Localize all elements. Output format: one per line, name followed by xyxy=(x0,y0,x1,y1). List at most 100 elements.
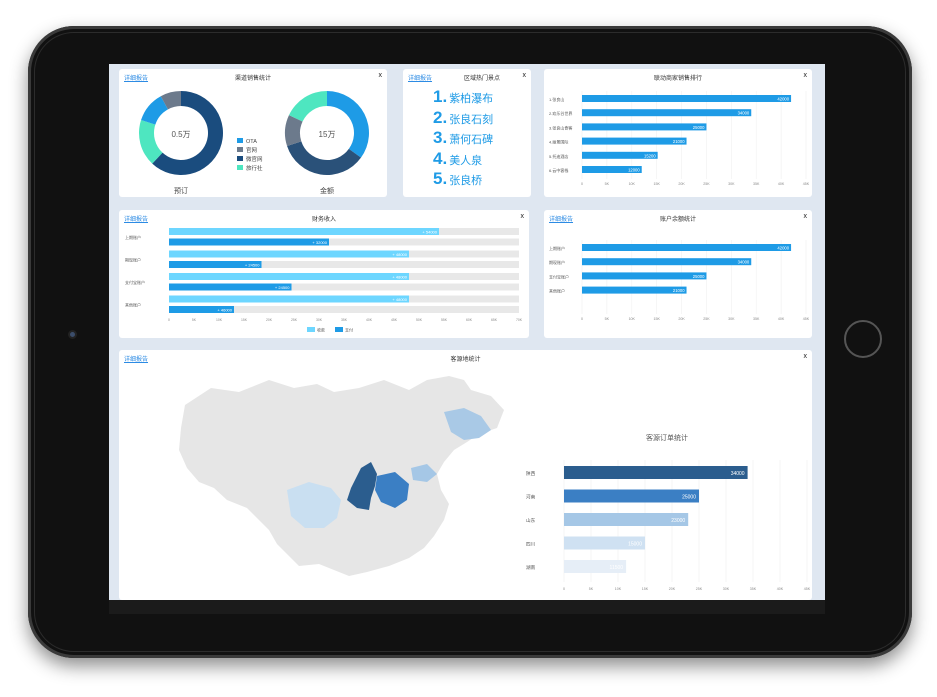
bar[interactable] xyxy=(564,466,748,479)
legend-label: 旅行社 xyxy=(246,164,263,172)
x-tick-label: 20K xyxy=(266,318,273,322)
bar[interactable] xyxy=(582,272,707,280)
bar-value-label: 25000 xyxy=(693,274,705,279)
close-button[interactable]: x xyxy=(520,213,525,220)
x-tick-label: 70K xyxy=(516,318,523,322)
finance-bar-chart: 0 5K 10K 15K 20K 25K 30K 35K 40K 45K 50K 55K 60K 65K 7… xyxy=(125,228,523,333)
donut2-slice[interactable] xyxy=(288,91,327,122)
bar[interactable] xyxy=(169,238,329,246)
detail-report-link[interactable]: 详细报告 xyxy=(408,76,433,82)
donut2-slice[interactable] xyxy=(285,115,303,146)
bar[interactable] xyxy=(582,151,658,159)
bar[interactable] xyxy=(169,250,409,258)
bar-track xyxy=(169,283,519,291)
x-tick-label: 35K xyxy=(341,318,348,322)
finance-income-panel: 详细报告 财务收入 x 0 5K 10K 15K 20K 25K 30K 35K 40K 45K 5… xyxy=(119,210,529,338)
category-label: 2.欢乐谷世界 xyxy=(549,110,572,116)
close-button[interactable]: x xyxy=(522,72,527,79)
x-tick-label: 40K xyxy=(778,317,785,321)
x-tick-label: 35K xyxy=(753,317,760,321)
x-tick-label: 25K xyxy=(703,182,710,186)
bar[interactable] xyxy=(564,513,689,526)
bar[interactable] xyxy=(169,306,234,313)
bar-value-label: 34000 xyxy=(738,111,750,116)
bar[interactable] xyxy=(582,258,752,266)
x-tick-label: 20K xyxy=(669,587,676,591)
close-button[interactable]: x xyxy=(378,72,383,79)
bar[interactable] xyxy=(582,166,642,173)
legend-label: 支付 xyxy=(345,327,353,333)
donut2-slice[interactable] xyxy=(287,141,361,175)
bar-value-label: 21000 xyxy=(673,139,685,144)
x-tick-label: 25K xyxy=(696,587,703,591)
donut2-slice[interactable] xyxy=(327,91,369,158)
spot-item[interactable]: 5. 张良桥 xyxy=(433,169,483,188)
bar[interactable] xyxy=(582,123,707,131)
detail-report-link[interactable]: 详细报告 xyxy=(124,76,149,82)
bar[interactable] xyxy=(169,261,262,268)
bar-value-label: + 46000 xyxy=(217,308,232,313)
spot-item[interactable]: 1. 紫柏瀑布 xyxy=(433,87,494,106)
spot-item[interactable]: 4. 美人泉 xyxy=(433,148,483,168)
close-button[interactable]: x xyxy=(803,72,808,79)
donut1-slice[interactable] xyxy=(139,120,163,164)
merchant-ranking-panel: 联动商家销售排行 x 0 5K 10K 15K 20K 25K 30K 35K 40K 45K 1.… xyxy=(544,69,812,197)
bar-value-label: + 48000 xyxy=(392,252,407,257)
map-region-shandong xyxy=(411,464,437,482)
bar[interactable] xyxy=(582,244,792,251)
bar[interactable] xyxy=(582,286,687,294)
category-label: 其他账户 xyxy=(549,288,565,294)
bar[interactable] xyxy=(169,283,292,291)
bar[interactable] xyxy=(169,273,409,280)
bar[interactable] xyxy=(169,228,439,235)
bar[interactable] xyxy=(564,536,645,550)
category-label: 1.张良山 xyxy=(549,96,564,102)
detail-report-link[interactable]: 详细报告 xyxy=(124,217,149,223)
category-label: 上期账户 xyxy=(125,234,141,240)
home-button[interactable] xyxy=(844,320,882,358)
x-tick-label: 20K xyxy=(678,182,685,186)
legend-swatch xyxy=(237,138,243,143)
x-tick-label: 35K xyxy=(753,182,760,186)
x-tick-label: 0 xyxy=(581,317,583,321)
x-tick-label: 15K xyxy=(642,587,649,591)
x-tick-label: 40K xyxy=(778,182,785,186)
bar[interactable] xyxy=(582,137,687,145)
category-label: 5.托迪酒店 xyxy=(549,153,568,159)
close-button[interactable]: x xyxy=(803,353,808,360)
detail-report-link[interactable]: 详细报告 xyxy=(124,357,149,363)
bar[interactable] xyxy=(582,109,752,117)
x-tick-label: 45K xyxy=(803,317,810,321)
bar-value-label: + 24500 xyxy=(245,263,260,268)
map-region-shaanxi xyxy=(347,462,377,510)
category-label: 支付宝账户 xyxy=(549,273,569,279)
panel-title: 客源地统计 xyxy=(450,357,481,363)
donut1-slice[interactable] xyxy=(141,96,168,125)
category-label: 4.丽景国际 xyxy=(549,139,568,145)
dashboard-screen: 详细报告 渠道销售统计 x OTA 官网 微官网 旅行社 0.5万 预订 15万 金额 详细… xyxy=(109,64,825,600)
detail-report-link[interactable]: 详细报告 xyxy=(549,217,574,223)
x-tick-label: 25K xyxy=(291,318,298,322)
category-label: 3.张良山食客 xyxy=(549,124,572,130)
bar-value-label: 15000 xyxy=(628,542,642,548)
spot-item[interactable]: 3. 萧何石碑 xyxy=(433,128,494,147)
bar-value-label: 23000 xyxy=(671,518,685,524)
bar[interactable] xyxy=(564,489,699,503)
bar[interactable] xyxy=(582,95,792,102)
bar[interactable] xyxy=(169,295,409,303)
donut1-slice[interactable] xyxy=(152,91,223,175)
chart-title: 客源订单统计 xyxy=(646,433,688,442)
x-tick-label: 30K xyxy=(316,318,323,322)
spot-item[interactable]: 2. 张良石刻 xyxy=(433,107,494,127)
x-tick-label: 5K xyxy=(605,317,610,321)
close-button[interactable]: x xyxy=(803,213,808,220)
x-tick-label: 50K xyxy=(416,318,423,322)
bar[interactable] xyxy=(564,560,627,573)
x-tick-label: 5K xyxy=(192,318,197,322)
donut1-slice[interactable] xyxy=(160,91,181,110)
x-tick-label: 10K xyxy=(629,317,636,321)
x-tick-label: 40K xyxy=(366,318,373,322)
x-tick-label: 20K xyxy=(678,317,685,321)
